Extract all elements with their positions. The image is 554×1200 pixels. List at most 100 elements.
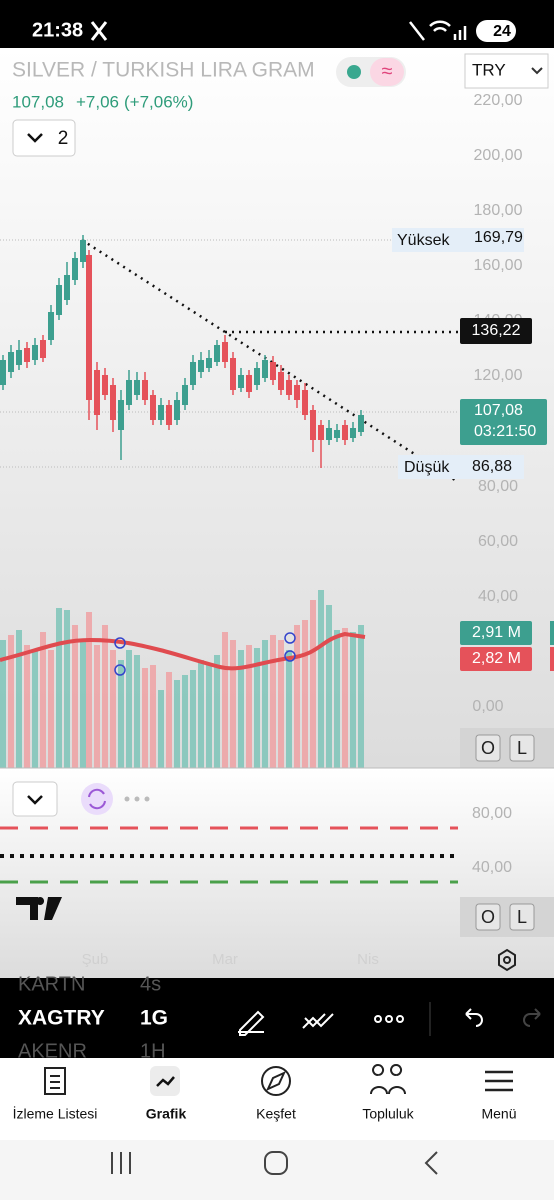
high-label: Yüksek (397, 232, 450, 249)
toolbar (0, 978, 554, 1058)
change-pct: (+7,06%) (124, 92, 193, 111)
pane-button[interactable] (475, 734, 501, 762)
indicator-count: 2 (58, 128, 69, 149)
redo[interactable] (523, 1008, 541, 1027)
edge-marker (550, 621, 554, 645)
last-price: 107,08 (474, 402, 523, 419)
high-label-box (392, 228, 524, 252)
clock: 21:38 (32, 19, 83, 41)
pane-controls (460, 728, 554, 768)
explore-needle (265, 1070, 287, 1092)
settings-icon (503, 956, 511, 964)
volume-sell: 2,82 M (472, 650, 521, 667)
pane-button-label: O (481, 907, 495, 927)
nav-label[interactable]: Topluluk (362, 1106, 414, 1122)
high-value: 169,79 (474, 229, 523, 246)
community-icon[interactable] (370, 1064, 406, 1095)
level-label-box (460, 318, 532, 344)
chart-icon (156, 1076, 175, 1087)
delay-icon: ≈ (382, 60, 393, 82)
watchlist-icon[interactable] (44, 1067, 66, 1095)
last-price-box (460, 399, 547, 445)
more-dots (124, 796, 150, 802)
indicator-toggle[interactable] (12, 119, 76, 157)
candles-down (24, 255, 348, 440)
low-label: Düşük (404, 459, 450, 476)
time-tick: Nis (357, 951, 379, 968)
back-button[interactable] (424, 1151, 438, 1175)
change: +7,06 (76, 92, 119, 111)
battery-level: 24 (493, 23, 511, 40)
x-icon (90, 21, 108, 41)
currency: TRY (472, 60, 506, 79)
volume-ma (0, 631, 366, 671)
settings-button[interactable] (498, 948, 516, 972)
low-value: 86,88 (472, 458, 512, 475)
candles-up (0, 240, 364, 440)
symbol-interval[interactable]: 1G (140, 1007, 168, 1030)
status-icons (409, 20, 467, 41)
pane-button[interactable] (475, 903, 501, 931)
chevron (27, 133, 43, 143)
pane-button-label: O (481, 738, 495, 758)
volume-down (8, 600, 348, 768)
alert-markers (114, 632, 296, 676)
chevron (531, 67, 543, 75)
volume-sell-box (460, 647, 532, 671)
nav-label[interactable]: Keşfet (256, 1106, 296, 1122)
recents-button[interactable] (111, 1152, 131, 1174)
price-tick: 0,00 (472, 698, 503, 715)
price-tick: 80,00 (478, 478, 518, 495)
indicator-tick: 80,00 (472, 805, 512, 822)
pane-button[interactable] (509, 734, 535, 762)
price-tick: 220,00 (474, 92, 523, 109)
low-label-box (398, 455, 524, 479)
system-nav (0, 1140, 554, 1200)
undo[interactable] (465, 1008, 483, 1027)
edge-marker (550, 647, 554, 671)
volume-up (0, 590, 364, 768)
symbol-name[interactable]: KARTN (18, 973, 85, 995)
symbol-name[interactable]: XAGTRY (18, 1007, 105, 1030)
price-lines (0, 239, 458, 468)
level-value: 136,22 (472, 322, 521, 339)
pane-button-label: L (517, 738, 527, 758)
pane-button-label: L (517, 907, 527, 927)
nav-label[interactable]: Menü (481, 1106, 516, 1122)
price-tick: 40,00 (478, 588, 518, 605)
price-tick: 60,00 (478, 533, 518, 550)
symbol-name[interactable]: AKENR (18, 1040, 87, 1062)
battery (476, 20, 516, 42)
nav-label[interactable]: Grafik (146, 1106, 187, 1122)
chevron (27, 795, 43, 805)
menu-icon[interactable] (485, 1070, 513, 1092)
volume-buy: 2,91 M (472, 624, 521, 641)
market-dot (347, 65, 361, 79)
price-tick: 160,00 (474, 257, 523, 274)
bottom-nav (0, 1058, 554, 1140)
sync-icon (88, 788, 106, 810)
pane-button[interactable] (509, 903, 535, 931)
explore-icon[interactable] (261, 1066, 291, 1096)
sync-button[interactable] (81, 783, 113, 815)
volume-buy-box (460, 621, 532, 645)
price-tick: 180,00 (474, 202, 523, 219)
price-tick: 120,00 (474, 367, 523, 384)
pane-controls (460, 897, 554, 937)
nav-label[interactable]: İzleme Listesi (13, 1105, 98, 1122)
delay-badge (370, 58, 404, 86)
price: 107,08 (12, 92, 64, 111)
home-button[interactable] (264, 1151, 288, 1175)
symbol-interval[interactable]: 1H (140, 1040, 166, 1062)
indicator-tick: 40,00 (472, 859, 512, 876)
collapse-button[interactable] (12, 781, 58, 817)
more-tools[interactable] (374, 1015, 404, 1023)
price-tick: 200,00 (474, 147, 523, 164)
symbol-interval[interactable]: 4s (140, 973, 161, 995)
draw-tool[interactable] (238, 1010, 265, 1036)
price-axis: 220,00 200,00 180,00 160,00 140,00 120,0… (472, 92, 522, 715)
trend-tool[interactable] (302, 1013, 334, 1029)
countdown: 03:21:50 (474, 423, 536, 440)
tv-logo (16, 897, 62, 920)
symbol-title: SILVER / TURKISH LIRA GRAM (12, 59, 315, 82)
